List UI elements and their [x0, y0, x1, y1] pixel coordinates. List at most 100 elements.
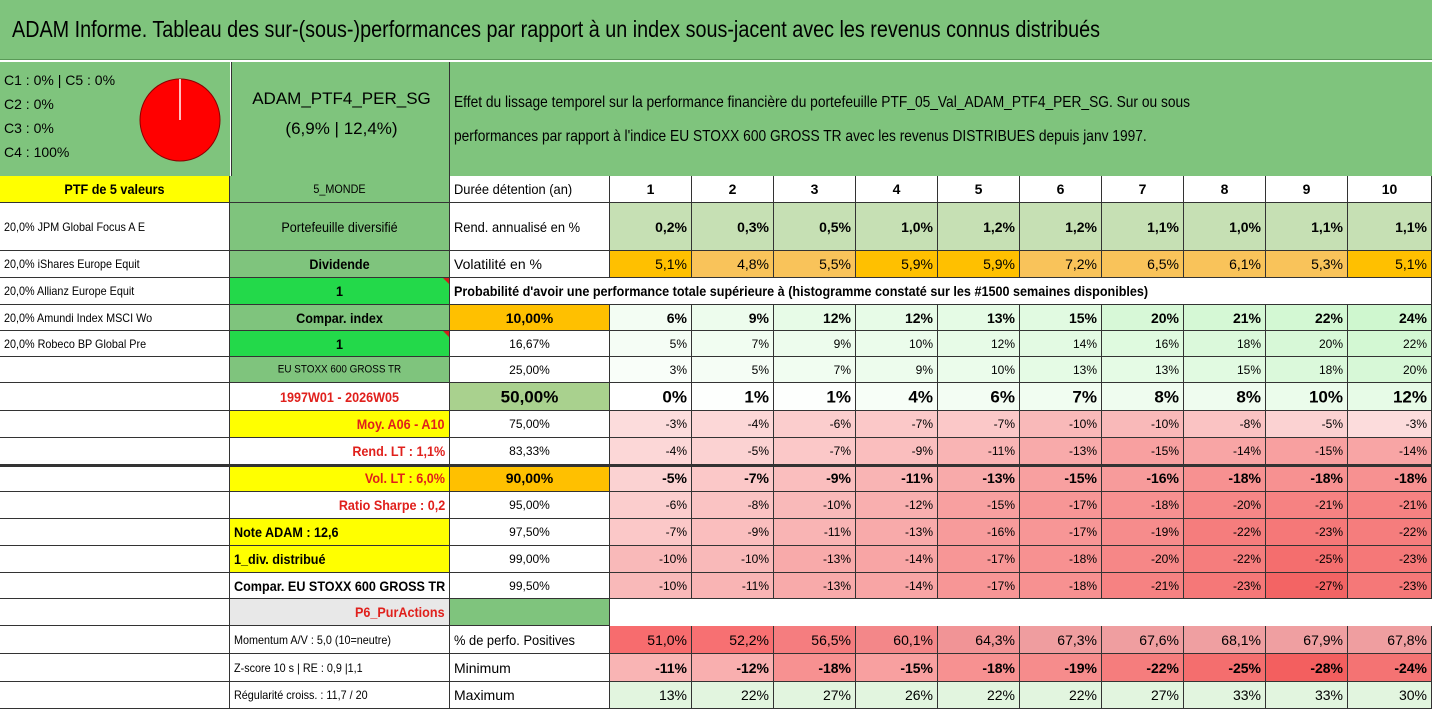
- probability-value: 13%: [1102, 357, 1184, 383]
- probability-value-text: 1%: [826, 387, 851, 406]
- info-cell-r0: 5_MONDE: [230, 176, 450, 203]
- probability-value-text: -14%: [1398, 444, 1427, 458]
- annual-return-label-text: Rend. annualisé en %: [454, 218, 581, 235]
- positive-perf-value-text: 56,5%: [811, 631, 851, 648]
- minimum-label-text: Minimum: [454, 659, 511, 676]
- empty-left-cell: [0, 411, 230, 438]
- probability-threshold: 97,50%: [450, 519, 610, 546]
- probability-value-text: 13%: [1154, 362, 1179, 377]
- probability-value-text: 20%: [1318, 336, 1343, 351]
- annual-return-value: 0,3%: [692, 203, 774, 251]
- probability-value-text: -27%: [1314, 578, 1343, 593]
- holding-period-label: Durée détention (an): [450, 176, 610, 203]
- probability-value-text: 21%: [1232, 309, 1261, 326]
- probability-value-text: 16%: [1154, 336, 1179, 351]
- maximum-value-text: 22%: [740, 687, 769, 703]
- probability-threshold: 50,00%: [450, 383, 610, 411]
- annual-return-value-text: 1,0%: [1229, 218, 1261, 235]
- probability-value-text: 8%: [1236, 387, 1261, 406]
- probability-value: -21%: [1266, 492, 1348, 519]
- maximum-value-text: 27%: [822, 687, 851, 703]
- positive-perf-value: 67,9%: [1266, 626, 1348, 654]
- positive-perf-value-text: 67,3%: [1057, 631, 1097, 648]
- probability-value-text: 7%: [1072, 387, 1097, 406]
- probability-value-text: -7%: [911, 417, 933, 431]
- probability-value: 18%: [1266, 357, 1348, 383]
- probability-value-text: -10%: [822, 498, 851, 512]
- info-cell-r12-text: Note ADAM : 12,6: [234, 524, 339, 540]
- probability-value: -18%: [1266, 465, 1348, 492]
- maximum-value: 22%: [692, 682, 774, 709]
- probability-value: -5%: [610, 465, 692, 492]
- probability-value-text: 12%: [822, 309, 851, 326]
- probability-value: -3%: [1348, 411, 1432, 438]
- probability-header: Probabilité d'avoir une performance tota…: [450, 278, 1432, 305]
- probability-value: -9%: [774, 465, 856, 492]
- info-cell-r13: 1_div. distribué: [230, 546, 450, 573]
- maximum-value: 30%: [1348, 682, 1432, 709]
- annual-return-value: 1,0%: [856, 203, 938, 251]
- probability-value-text: -17%: [1068, 525, 1097, 539]
- probability-value: -8%: [692, 492, 774, 519]
- description-line: performances par rapport à l'indice EU S…: [454, 126, 1424, 148]
- annual-return-value-text: 1,1%: [1311, 218, 1343, 235]
- probability-value-text: -14%: [904, 578, 933, 593]
- probability-value: -15%: [1266, 438, 1348, 465]
- year-header: 1: [610, 176, 692, 203]
- minimum-value: -15%: [856, 654, 938, 682]
- positive-perf-value: 67,8%: [1348, 626, 1432, 654]
- probability-value-text: 9%: [915, 362, 933, 377]
- probability-value-text: -11%: [823, 525, 851, 539]
- minimum-value-text: -15%: [900, 659, 933, 676]
- probability-value: -7%: [692, 465, 774, 492]
- empty-left-cell: [0, 519, 230, 546]
- annual-return-value: 1,1%: [1348, 203, 1432, 251]
- probability-threshold-text: 50,00%: [500, 387, 559, 406]
- ptf-count-label: PTF de 5 valeurs: [0, 176, 230, 203]
- probability-value-text: 24%: [1398, 309, 1427, 326]
- info-cell-r5: 1: [230, 331, 450, 357]
- info-cell-r15: P6_PurActions: [230, 599, 450, 626]
- info-cell-r16: Momentum A/V : 5,0 (10=neutre): [230, 626, 450, 654]
- positive-perf-label-text: % de perfo. Positives: [454, 631, 575, 648]
- probability-value: -23%: [1266, 519, 1348, 546]
- probability-value-text: -25%: [1314, 552, 1343, 566]
- probability-value: 10%: [938, 357, 1020, 383]
- probability-value-text: -18%: [1068, 578, 1097, 593]
- info-cell-r15-text: P6_PurActions: [355, 604, 445, 620]
- probability-value: 9%: [774, 331, 856, 357]
- info-cell-r4-text: Compar. index: [296, 309, 383, 326]
- probability-threshold: 16,67%: [450, 331, 610, 357]
- probability-value: -14%: [856, 573, 938, 599]
- minimum-value: -24%: [1348, 654, 1432, 682]
- probability-value-text: 12%: [990, 336, 1015, 351]
- probability-value-text: -22%: [1398, 525, 1427, 539]
- probability-value-text: 13%: [986, 309, 1015, 326]
- minimum-value-text: -12%: [736, 659, 769, 676]
- probability-value: -13%: [856, 519, 938, 546]
- maximum-value-text: 27%: [1150, 687, 1179, 703]
- probability-threshold-text: 99,50%: [509, 578, 550, 593]
- minimum-value: -18%: [938, 654, 1020, 682]
- probability-value-text: 20%: [1150, 309, 1179, 326]
- probability-threshold-text: 90,00%: [505, 470, 554, 486]
- info-cell-r3-text: 1: [335, 283, 344, 299]
- probability-value-text: 13%: [1072, 362, 1097, 377]
- allocation-pie-chart: [139, 78, 221, 162]
- empty-left-cell: [0, 546, 230, 573]
- volatility-value: 5,5%: [774, 251, 856, 278]
- volatility-value: 5,9%: [856, 251, 938, 278]
- maximum-value: 22%: [1020, 682, 1102, 709]
- probability-value: 0%: [610, 383, 692, 411]
- positive-perf-value-text: 64,3%: [975, 631, 1015, 648]
- positive-perf-value-text: 60,1%: [893, 631, 933, 648]
- probability-value: -16%: [938, 519, 1020, 546]
- probability-value: -7%: [774, 438, 856, 465]
- holding-row: 20,0% iShares Europe Equit: [0, 251, 230, 278]
- year-header: 4: [856, 176, 938, 203]
- positive-perf-value-text: 67,9%: [1303, 631, 1343, 648]
- probability-value: -11%: [856, 465, 938, 492]
- info-cell-r13-text: 1_div. distribué: [234, 551, 326, 567]
- annual-return-value: 1,1%: [1266, 203, 1348, 251]
- probability-value: -10%: [1020, 411, 1102, 438]
